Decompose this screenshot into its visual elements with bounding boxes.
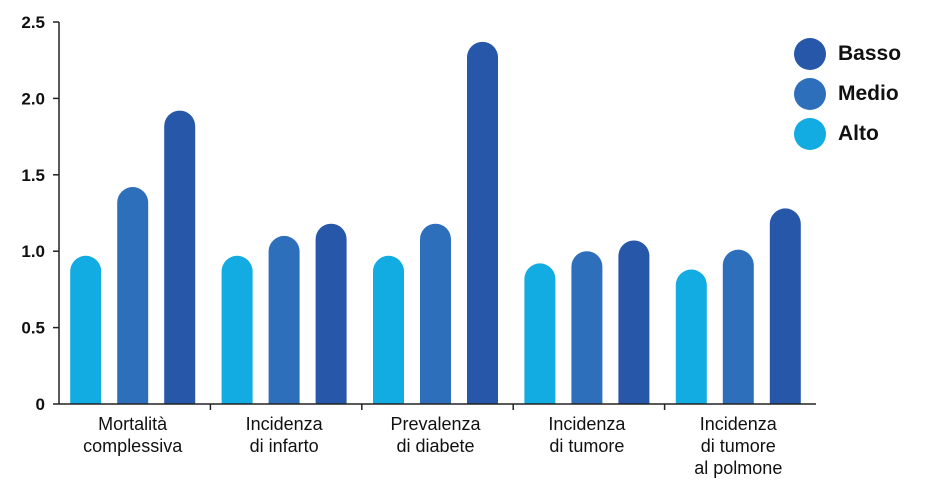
bars	[70, 41, 801, 405]
x-category-label: Prevalenza di diabete	[390, 414, 481, 456]
bar-basso-4	[618, 240, 650, 404]
x-category-label: Incidenza di infarto	[246, 414, 324, 456]
x-category-label: Incidenza di tumore	[548, 414, 626, 456]
bar-medio-5	[722, 249, 754, 404]
legend-item-medio: Medio	[794, 74, 901, 114]
bar-medio-2	[268, 235, 300, 404]
y-tick-label: 0	[36, 395, 45, 414]
bar-basso-1	[164, 110, 196, 405]
legend-item-basso: Basso	[794, 34, 901, 74]
legend-label: Alto	[838, 122, 879, 145]
y-tick-label: 2.0	[21, 89, 45, 108]
legend-label: Basso	[838, 42, 902, 65]
bar-alto-1	[70, 255, 102, 404]
y-tick-label: 1.5	[21, 166, 45, 185]
axes	[53, 21, 816, 410]
legend-swatch	[794, 78, 826, 110]
y-tick-label: 2.5	[21, 13, 45, 32]
y-tick-labels: 0 0.5 1.0 1.5 2.0 2.5	[21, 13, 45, 414]
bar-basso-3	[467, 41, 498, 405]
bar-alto-2	[221, 255, 253, 404]
bar-medio-1	[117, 187, 149, 404]
legend-swatch	[794, 38, 826, 70]
bar-alto-3	[373, 255, 404, 404]
legend-item-alto: Alto	[794, 114, 901, 154]
bar-basso-2	[315, 223, 347, 404]
x-category-labels: Mortalità complessiva Incidenza di infarto P…	[83, 414, 782, 478]
bar-alto-4	[524, 263, 556, 404]
bar-alto-5	[675, 269, 707, 404]
x-category-label: Mortalità complessiva	[83, 414, 183, 456]
legend-swatch	[794, 118, 826, 150]
bar-medio-4	[571, 251, 603, 404]
legend: Basso Medio Alto	[794, 34, 901, 154]
y-tick-label: 0.5	[21, 319, 45, 338]
bar-medio-3	[420, 223, 451, 404]
legend-label: Medio	[838, 82, 899, 105]
y-tick-label: 1.0	[21, 242, 45, 261]
x-category-label: Incidenza di tumore al polmone	[694, 414, 782, 478]
bar-basso-5	[769, 208, 801, 404]
